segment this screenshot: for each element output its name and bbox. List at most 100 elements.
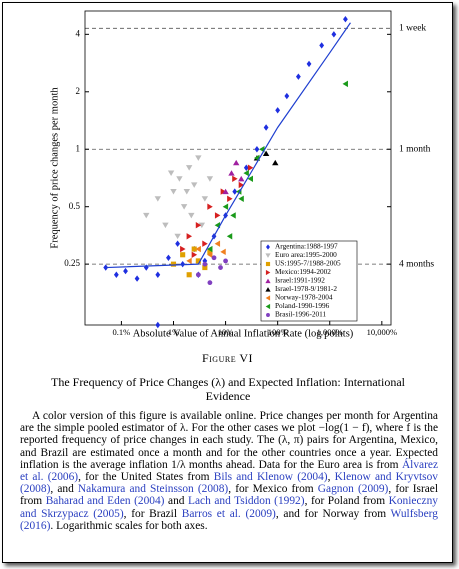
data-point <box>183 189 190 195</box>
data-point <box>186 257 192 265</box>
data-point <box>143 264 149 271</box>
legend-marker <box>265 261 271 267</box>
data-point <box>254 146 260 153</box>
data-point <box>319 42 325 49</box>
fit-line <box>105 22 351 269</box>
data-point <box>243 169 249 177</box>
data-point <box>191 182 198 188</box>
note-text: , for Mexico from <box>228 483 318 496</box>
data-point <box>143 212 150 219</box>
note-text: , for Brazil <box>123 507 182 520</box>
data-point <box>195 245 201 253</box>
data-point <box>214 240 221 247</box>
note-text: and <box>164 495 189 508</box>
legend-label: Norway-1978-2004 <box>275 293 333 302</box>
data-point <box>238 195 244 202</box>
x-axis-label: Absolute Value of Annual Inflation Rate … <box>133 328 354 339</box>
data-point <box>186 233 193 240</box>
data-point <box>201 196 209 202</box>
figure-frame: Absolute Value of Annual Inflation Rate … <box>2 2 453 563</box>
legend-marker <box>265 303 271 310</box>
data-point <box>123 267 128 275</box>
legend-label: Poland-1990-1996 <box>275 301 330 310</box>
data-point <box>195 221 202 229</box>
citation-link[interactable]: Konieczny and Skrzypacz (2005) <box>20 495 438 520</box>
data-point <box>343 16 348 23</box>
citation-link[interactable]: Gagnon (2009) <box>317 483 389 496</box>
data-point <box>222 203 229 210</box>
data-point <box>195 155 202 161</box>
y-axis-label: Frequency of price changes per month <box>49 87 60 249</box>
data-point <box>228 170 235 176</box>
data-point <box>176 176 183 182</box>
data-point <box>230 212 236 219</box>
plot-frame <box>84 10 392 326</box>
data-point <box>154 196 162 202</box>
data-point <box>188 212 195 219</box>
citation-link[interactable]: Lach and Tsiddon (1992) <box>188 495 305 508</box>
legend-marker <box>265 295 271 301</box>
note-text: , and for Norway from <box>275 507 391 520</box>
citation-link[interactable]: Álvarez et al. (2006) <box>20 458 438 484</box>
data-point <box>247 164 254 171</box>
legend-label: Argentina:1988-1997 <box>275 242 338 251</box>
reference-label: 1 week <box>399 24 426 34</box>
legend-marker <box>266 244 270 250</box>
y-tick-label: 2 <box>76 86 81 96</box>
citation-link[interactable]: Barros et al. (2009) <box>181 507 276 520</box>
citation-link[interactable]: Klenow and Kryvtsov (2008) <box>20 471 438 496</box>
data-point <box>207 245 213 253</box>
data-point <box>262 150 270 157</box>
data-point <box>174 233 181 240</box>
data-point <box>233 159 240 166</box>
data-point <box>232 175 238 183</box>
data-point <box>238 181 245 189</box>
data-point <box>218 265 223 270</box>
data-point <box>175 240 181 247</box>
y-tick-label: 0.5 <box>69 201 81 211</box>
legend-marker <box>266 313 270 317</box>
data-point <box>263 124 269 131</box>
data-point <box>185 165 193 171</box>
legend-label: Israel:1991-1992 <box>275 276 325 285</box>
legend-marker <box>265 278 271 284</box>
data-point <box>166 254 171 261</box>
citation-link[interactable]: Nakamura and Steinsson (2008) <box>77 483 229 496</box>
data-point <box>272 159 279 166</box>
data-point <box>306 60 312 68</box>
y-tick-label: 1 <box>76 143 81 153</box>
x-tick-label: 100% <box>268 327 288 337</box>
chart: Absolute Value of Annual Inflation Rate … <box>49 10 434 339</box>
legend-marker <box>265 287 271 292</box>
data-point <box>342 80 348 88</box>
note-text: , and <box>50 483 78 496</box>
data-point <box>170 189 177 195</box>
legend-label: Israel-1978-9/1981-2 <box>275 284 337 293</box>
legend-label: US:1995-7/1988-2005 <box>275 259 341 268</box>
data-point <box>180 252 186 258</box>
data-point <box>155 271 161 278</box>
x-tick-label: 10% <box>218 327 234 337</box>
citation-link[interactable]: Bils and Klenow (2004) <box>213 471 328 484</box>
data-point <box>295 73 301 80</box>
data-point <box>186 272 192 278</box>
data-point <box>202 264 208 271</box>
note-text: A color version of this figure is availa… <box>20 410 438 471</box>
citation-link[interactable]: Baharad and Eden (2004) <box>45 495 165 508</box>
legend-marker <box>265 253 271 258</box>
data-point <box>134 275 140 282</box>
data-point <box>223 258 228 264</box>
note-text: , for the United States from <box>78 471 214 484</box>
data-point <box>198 222 206 229</box>
data-point <box>284 92 290 100</box>
data-point <box>202 240 208 247</box>
x-tick-label: 1,000% <box>317 327 343 337</box>
data-point <box>180 204 188 210</box>
data-point <box>170 261 177 267</box>
reference-label: 1 month <box>399 144 431 154</box>
citation-link[interactable]: Wulfsberg (2016) <box>20 507 438 532</box>
data-point <box>214 212 221 219</box>
data-point <box>238 175 245 182</box>
note-text: . Logarithmic scales for both axes. <box>50 519 208 532</box>
reference-label: 4 months <box>399 259 434 269</box>
